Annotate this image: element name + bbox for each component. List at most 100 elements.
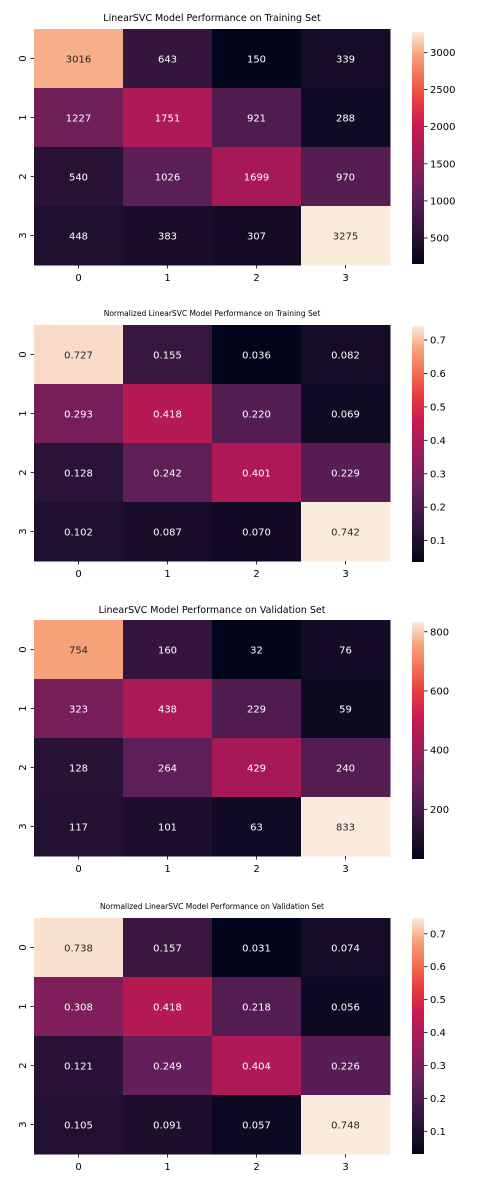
heatmap-cell-r1-c2 (212, 977, 302, 1037)
colorbar-tick-label: 2000 (430, 122, 455, 133)
heatmap-cell-r0-c1 (123, 325, 213, 385)
colorbar-tick-label: 0.2 (430, 1094, 446, 1105)
cell-value-label: 0.056 (331, 1003, 360, 1014)
colorbar-tick-label: 0.6 (430, 369, 446, 380)
cell-value-label: 0.121 (64, 1062, 93, 1073)
heatmap-cell-r0-c3 (301, 620, 391, 680)
y-tick-label: 2 (18, 764, 29, 770)
colorbar-tick-label: 0.4 (430, 1028, 446, 1039)
colorbar-tick-label: 2500 (430, 85, 455, 96)
cell-value-label: 0.242 (153, 469, 182, 480)
cell-value-label: 3275 (333, 232, 358, 243)
cell-value-label: 32 (250, 646, 263, 657)
cell-value-label: 0.404 (242, 1062, 271, 1073)
x-tick-label: 3 (342, 569, 348, 580)
x-tick-label: 3 (342, 1162, 348, 1173)
colorbar-tick-label: 0.1 (430, 1127, 446, 1138)
cell-value-label: 0.070 (242, 528, 271, 539)
heatmap-cell-r0-c1 (123, 918, 213, 978)
x-tick-label: 1 (164, 569, 170, 580)
heatmap-cell-r1-c2 (212, 384, 302, 444)
heatmap-cell-r3-c2 (212, 502, 302, 562)
cell-value-label: 0.031 (242, 944, 271, 955)
cell-value-label: 3016 (66, 55, 91, 66)
cell-value-label: 448 (69, 232, 88, 243)
heatmap-cell-r3-c2 (212, 1095, 302, 1155)
chart-title: Normalized LinearSVC Model Performance o… (100, 902, 324, 911)
colorbar-tick-label: 0.6 (430, 962, 446, 973)
cell-value-label: 0.308 (64, 1003, 93, 1014)
chart-title: LinearSVC Model Performance on Validatio… (99, 605, 326, 616)
x-tick-label: 0 (75, 569, 81, 580)
heatmap-cell-r1-c1 (123, 88, 213, 148)
heatmap-cell-r3-c1 (123, 1095, 213, 1155)
heatmap-cell-r2-c3 (301, 738, 391, 798)
colorbar (412, 326, 424, 562)
colorbar-tick-label: 0.7 (430, 929, 446, 940)
cell-value-label: 383 (158, 232, 177, 243)
heatmap-cell-r2-c3 (301, 147, 391, 207)
cell-value-label: 0.742 (331, 528, 360, 539)
heatmap-cell-r3-c2 (212, 797, 302, 857)
cell-value-label: 76 (339, 646, 352, 657)
cell-value-label: 117 (69, 823, 88, 834)
heatmap-cell-r1-c3 (301, 88, 391, 148)
heatmap-cell-r3-c3 (301, 1095, 391, 1155)
x-tick-label: 0 (75, 1162, 81, 1173)
cell-value-label: 540 (69, 173, 88, 184)
y-tick-label: 0 (18, 944, 29, 950)
heatmap-cell-r0-c0 (34, 620, 124, 680)
chart-title: LinearSVC Model Performance on Training … (103, 13, 321, 24)
colorbar-tick-label: 1000 (430, 196, 455, 207)
heatmap-cell-r0-c2 (212, 325, 302, 385)
x-tick-label: 2 (253, 1162, 259, 1173)
cell-value-label: 307 (247, 232, 266, 243)
y-tick-label: 2 (18, 1062, 29, 1068)
colorbar (412, 918, 424, 1154)
colorbar-tick-label: 200 (430, 805, 449, 816)
cell-value-label: 0.418 (153, 410, 182, 421)
heatmap-cell-r1-c3 (301, 384, 391, 444)
cell-value-label: 429 (247, 764, 266, 775)
heatmap-cell-r0-c0 (34, 29, 124, 89)
cell-value-label: 0.401 (242, 469, 271, 480)
y-tick-label: 1 (18, 410, 29, 416)
heatmap-cell-r2-c2 (212, 1036, 302, 1096)
heatmap-cell-r2-c1 (123, 1036, 213, 1096)
heatmap-cell-r2-c0 (34, 443, 124, 503)
colorbar-tick-label: 600 (430, 686, 449, 697)
cell-value-label: 1026 (155, 173, 180, 184)
cell-value-label: 0.069 (331, 410, 360, 421)
cell-value-label: 101 (158, 823, 177, 834)
heatmap-cell-r0-c2 (212, 620, 302, 680)
cell-value-label: 970 (336, 173, 355, 184)
cell-value-label: 438 (158, 705, 177, 716)
colorbar-tick-label: 0.3 (430, 1061, 446, 1072)
heatmap-panel-2: LinearSVC Model Performance on Validatio… (18, 605, 449, 875)
cell-value-label: 323 (69, 705, 88, 716)
cell-value-label: 339 (336, 55, 355, 66)
x-tick-label: 2 (253, 273, 259, 284)
cell-value-label: 0.229 (331, 469, 360, 480)
colorbar-tick-label: 0.5 (430, 995, 446, 1006)
cell-value-label: 0.155 (153, 351, 182, 362)
cell-value-label: 240 (336, 764, 355, 775)
cell-value-label: 1699 (244, 173, 269, 184)
colorbar-tick-label: 0.2 (430, 503, 446, 514)
heatmap-cell-r0-c2 (212, 29, 302, 89)
colorbar-tick-label: 0.4 (430, 436, 446, 447)
heatmap-cell-r1-c3 (301, 679, 391, 739)
heatmap-cell-r2-c1 (123, 443, 213, 503)
colorbar (412, 32, 424, 264)
cell-value-label: 0.105 (64, 1121, 93, 1132)
heatmap-panel-3: Normalized LinearSVC Model Performance o… (18, 902, 446, 1173)
cell-value-label: 0.102 (64, 528, 93, 539)
colorbar (412, 622, 424, 859)
heatmap-cell-r3-c1 (123, 206, 213, 266)
colorbar-tick-label: 0.7 (430, 336, 446, 347)
y-tick-label: 3 (18, 232, 29, 238)
heatmap-cell-r0-c0 (34, 325, 124, 385)
cell-value-label: 229 (247, 705, 266, 716)
cell-value-label: 0.293 (64, 410, 93, 421)
heatmap-cell-r2-c0 (34, 1036, 124, 1096)
